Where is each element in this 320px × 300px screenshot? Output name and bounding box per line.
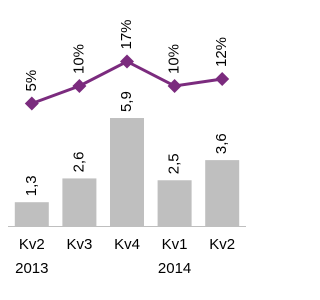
marker bbox=[24, 96, 39, 111]
value-label: 5,9 bbox=[118, 91, 135, 112]
value-label: 2,6 bbox=[70, 152, 87, 173]
x-tick-label: Kv1 bbox=[162, 236, 188, 253]
x-tick-label: Kv4 bbox=[114, 236, 140, 253]
value-label: 10% bbox=[70, 44, 87, 74]
x-tick-label: Kv3 bbox=[66, 236, 92, 253]
value-label: 17% bbox=[118, 19, 135, 49]
value-label: 10% bbox=[166, 44, 183, 74]
bar bbox=[205, 160, 240, 226]
x-tick-label: Kv2 bbox=[19, 236, 45, 253]
x-tick-label: Kv2 bbox=[209, 236, 235, 253]
value-label: 12% bbox=[213, 37, 230, 67]
bar bbox=[62, 178, 97, 226]
marker bbox=[167, 79, 182, 93]
bar bbox=[157, 180, 192, 226]
value-label: 3,6 bbox=[213, 133, 230, 154]
bar bbox=[110, 118, 144, 226]
marker bbox=[215, 72, 230, 86]
bar bbox=[14, 202, 49, 226]
marker bbox=[72, 79, 87, 93]
value-label: 1,3 bbox=[23, 175, 40, 196]
chart: Kv2 2013 Kv3 Kv4 Kv1 2014 Kv2 1,3 2,6 5,9 2,5 3,6 5%… bbox=[8, 19, 246, 277]
year-label: 2014 bbox=[158, 260, 191, 277]
marker bbox=[120, 54, 134, 69]
year-label: 2013 bbox=[15, 260, 48, 277]
value-label: 2,5 bbox=[166, 153, 183, 174]
value-label: 5% bbox=[23, 70, 40, 92]
